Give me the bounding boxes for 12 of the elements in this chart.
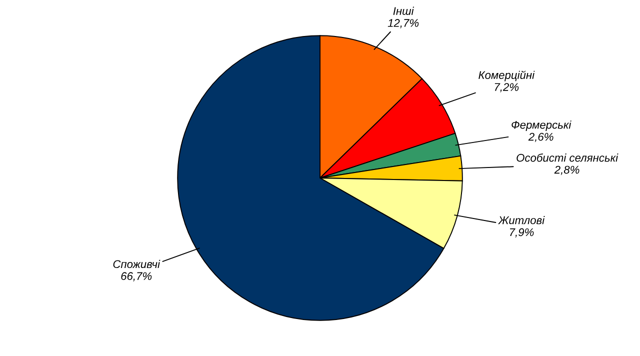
data-label: 66,7%: [121, 272, 152, 282]
data-label: 2,8%: [554, 166, 580, 176]
slice-label: Споживчі: [113, 260, 160, 268]
slice-label: Інші: [393, 6, 414, 15]
slice-label: Житлові: [498, 216, 545, 224]
slice-label: Фермерські: [512, 120, 572, 131]
slice-label: Особисті селянські: [516, 153, 618, 162]
data-label: 7,9%: [510, 228, 534, 238]
slice-label: Комерційні: [478, 70, 535, 82]
data-label: 12,7%: [388, 19, 419, 28]
data-label: 7,2%: [494, 83, 519, 92]
data-label: 2,6%: [528, 132, 554, 142]
